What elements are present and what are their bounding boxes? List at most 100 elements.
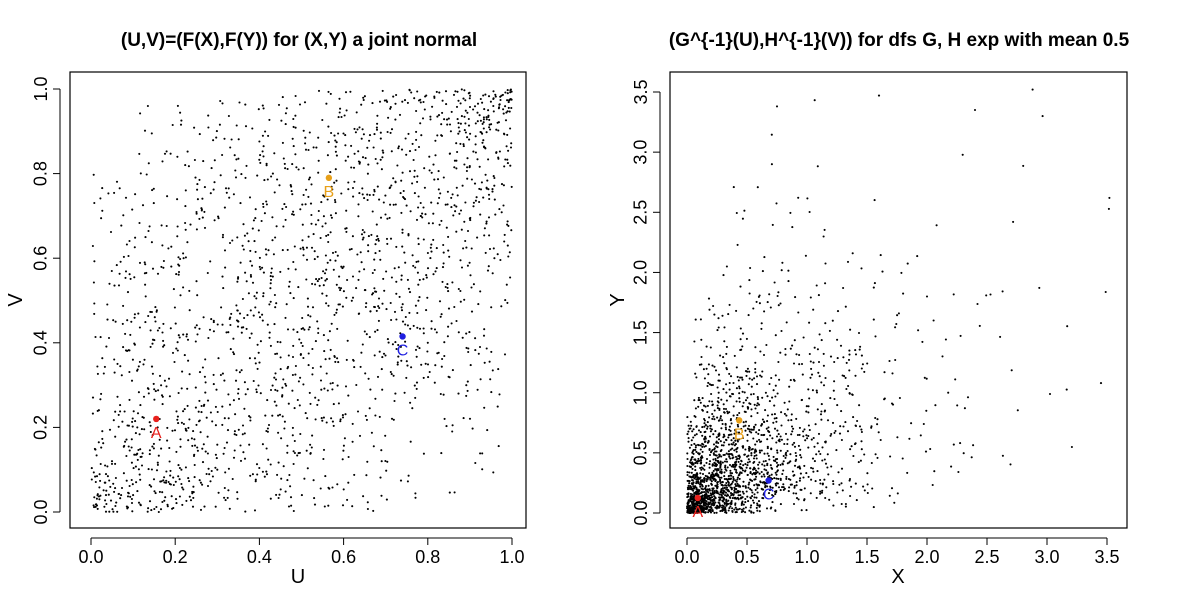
- scatter-point: [798, 433, 801, 436]
- scatter-point: [176, 418, 179, 421]
- scatter-point: [294, 364, 297, 368]
- scatter-point: [402, 195, 405, 199]
- scatter-point: [490, 306, 493, 309]
- scatter-point: [115, 264, 118, 267]
- scatter-point: [817, 360, 821, 364]
- scatter-point: [492, 110, 495, 113]
- scatter-point: [502, 132, 506, 135]
- scatter-point: [326, 198, 329, 201]
- scatter-point: [394, 203, 397, 206]
- scatter-point: [722, 403, 725, 406]
- scatter-point: [352, 358, 355, 361]
- scatter-point: [223, 496, 226, 499]
- scatter-point: [455, 142, 458, 145]
- scatter-point: [769, 507, 772, 510]
- scatter-point: [105, 489, 108, 492]
- scatter-point: [746, 370, 749, 373]
- scatter-point: [379, 476, 382, 479]
- scatter-point: [844, 421, 847, 424]
- scatter-point: [487, 109, 490, 112]
- scatter-point: [94, 448, 97, 451]
- scatter-point: [787, 280, 790, 283]
- scatter-point: [234, 176, 238, 179]
- scatter-point: [762, 353, 766, 357]
- scatter-point: [357, 215, 360, 218]
- scatter-point: [782, 483, 785, 486]
- scatter-point: [755, 472, 758, 475]
- scatter-point: [747, 424, 751, 427]
- scatter-point: [301, 344, 304, 348]
- scatter-point: [419, 122, 422, 125]
- scatter-point: [416, 271, 419, 274]
- scatter-point: [491, 188, 494, 191]
- scatter-point: [438, 196, 441, 199]
- scatter-point: [281, 249, 284, 252]
- scatter-point: [384, 194, 387, 197]
- scatter-point: [691, 430, 694, 433]
- scatter-point: [271, 275, 274, 278]
- scatter-point: [362, 495, 365, 498]
- scatter-point: [477, 352, 480, 355]
- scatter-point: [316, 320, 319, 323]
- scatter-point: [124, 270, 128, 273]
- scatter-point: [495, 151, 498, 154]
- scatter-point: [175, 273, 178, 276]
- scatter-point: [116, 362, 119, 365]
- scatter-point: [734, 506, 737, 509]
- right-y-axis: 0.00.51.01.52.02.53.03.5: [631, 79, 661, 526]
- scatter-point: [441, 280, 444, 283]
- scatter-point: [742, 492, 745, 495]
- scatter-point: [386, 242, 389, 245]
- scatter-point: [750, 385, 753, 388]
- scatter-point: [691, 463, 694, 466]
- scatter-point: [706, 384, 709, 388]
- scatter-point: [799, 448, 802, 451]
- scatter-point: [455, 105, 459, 108]
- scatter-point: [405, 153, 408, 156]
- scatter-point: [758, 302, 761, 305]
- scatter-point: [136, 368, 139, 371]
- scatter-point: [693, 414, 696, 418]
- scatter-point: [341, 416, 345, 419]
- scatter-point: [381, 89, 384, 92]
- scatter-point: [169, 152, 172, 155]
- scatter-point: [504, 105, 507, 108]
- scatter-point: [180, 387, 183, 390]
- scatter-point: [732, 186, 735, 189]
- scatter-point: [397, 355, 400, 358]
- scatter-point: [485, 220, 488, 223]
- scatter-point: [155, 505, 158, 509]
- scatter-point: [202, 316, 205, 319]
- scatter-point: [321, 419, 324, 422]
- scatter-point: [795, 454, 798, 457]
- scatter-point: [814, 423, 817, 426]
- scatter-point: [774, 509, 777, 513]
- scatter-point: [301, 239, 304, 242]
- scatter-point: [278, 413, 282, 416]
- scatter-point: [215, 136, 218, 139]
- scatter-point: [398, 295, 401, 298]
- scatter-point: [506, 99, 509, 102]
- scatter-point: [198, 399, 201, 402]
- scatter-point: [93, 496, 96, 499]
- scatter-point: [506, 92, 509, 95]
- scatter-point: [94, 335, 97, 339]
- scatter-point: [793, 441, 796, 444]
- scatter-point: [733, 449, 736, 452]
- scatter-point: [422, 278, 425, 281]
- scatter-point: [235, 304, 238, 307]
- scatter-point: [696, 478, 699, 481]
- scatter-point: [970, 456, 973, 459]
- scatter-point: [99, 197, 102, 200]
- scatter-point: [482, 196, 485, 199]
- scatter-point: [805, 472, 808, 475]
- scatter-point: [441, 99, 444, 102]
- scatter-point: [149, 424, 152, 427]
- scatter-point: [412, 264, 415, 267]
- scatter-point: [719, 481, 722, 485]
- scatter-point: [481, 141, 484, 144]
- scatter-point: [232, 399, 235, 402]
- scatter-point: [201, 366, 204, 369]
- scatter-point: [831, 421, 835, 424]
- scatter-point: [159, 480, 162, 483]
